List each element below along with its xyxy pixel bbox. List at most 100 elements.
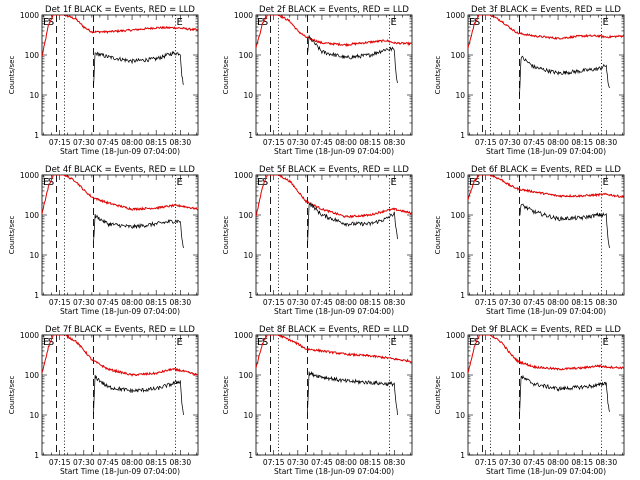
marker-e: E bbox=[602, 17, 608, 28]
marker-e: E bbox=[390, 337, 396, 348]
x-tick-label: 07:45 bbox=[311, 458, 333, 467]
y-tick-label: 1000 bbox=[234, 11, 253, 20]
marker-e: E bbox=[176, 177, 182, 188]
marker-e: E bbox=[43, 177, 49, 188]
y-tick-label: 10 bbox=[455, 411, 465, 420]
marker-e: E bbox=[176, 337, 182, 348]
x-tick-label: 08:30 bbox=[595, 298, 617, 307]
y-axis-label: Counts/sec bbox=[434, 216, 442, 255]
x-tick-label: 07:30 bbox=[287, 138, 309, 147]
marker-s: S bbox=[474, 337, 480, 348]
marker-e: E bbox=[257, 337, 263, 348]
y-tick-label: 1000 bbox=[234, 171, 253, 180]
y-tick-label: 1000 bbox=[20, 171, 39, 180]
panel-title: Det 1f BLACK = Events, RED = LLD bbox=[45, 5, 195, 15]
x-tick-label: 08:00 bbox=[547, 458, 569, 467]
series-lld bbox=[42, 15, 198, 57]
panel-title: Det 6f BLACK = Events, RED = LLD bbox=[471, 165, 621, 175]
y-tick-label: 10 bbox=[29, 411, 39, 420]
x-axis-label: Start Time (18-Jun-09 07:04:00) bbox=[486, 307, 606, 316]
x-tick-label: 07:15 bbox=[263, 138, 285, 147]
marker-s: S bbox=[262, 337, 268, 348]
marker-e: E bbox=[390, 17, 396, 28]
x-tick-label: 08:15 bbox=[145, 458, 167, 467]
x-tick-label: 08:30 bbox=[383, 298, 405, 307]
marker-s: S bbox=[474, 17, 480, 28]
x-tick-label: 07:30 bbox=[499, 138, 521, 147]
series-lld bbox=[468, 15, 624, 49]
y-tick-label: 100 bbox=[451, 51, 466, 60]
y-tick-label: 1 bbox=[460, 131, 465, 140]
x-tick-label: 08:15 bbox=[359, 458, 381, 467]
series-group bbox=[42, 15, 198, 87]
x-tick-label: 08:30 bbox=[169, 138, 191, 147]
series-events bbox=[307, 35, 398, 84]
x-tick-label: 07:45 bbox=[97, 298, 119, 307]
y-tick-label: 100 bbox=[239, 51, 254, 60]
series-lld bbox=[42, 335, 198, 377]
x-tick-label: 08:00 bbox=[121, 138, 143, 147]
x-tick-label: 07:15 bbox=[475, 458, 497, 467]
series-group bbox=[468, 335, 624, 416]
y-tick-label: 1000 bbox=[446, 331, 465, 340]
x-tick-label: 08:30 bbox=[383, 458, 405, 467]
panel-7: Det 7f BLACK = Events, RED = LLD 1 10 100 10… bbox=[8, 325, 199, 476]
x-tick-label: 07:45 bbox=[311, 298, 333, 307]
y-tick-label: 1000 bbox=[446, 11, 465, 20]
plot-frame bbox=[467, 334, 625, 456]
y-tick-label: 1000 bbox=[20, 11, 39, 20]
series-events bbox=[93, 214, 184, 249]
marker-e: E bbox=[602, 177, 608, 188]
x-tick-label: 07:15 bbox=[263, 298, 285, 307]
x-tick-label: 08:00 bbox=[335, 298, 357, 307]
panel-2: Det 2f BLACK = Events, RED = LLD 1 10 100 10… bbox=[222, 5, 413, 156]
marker-e: E bbox=[469, 177, 475, 188]
x-tick-label: 08:00 bbox=[335, 138, 357, 147]
marker-s: S bbox=[262, 177, 268, 188]
x-axis-label: Start Time (18-Jun-09 07:04:00) bbox=[274, 147, 394, 156]
series-group bbox=[42, 335, 198, 416]
plot-frame bbox=[41, 334, 199, 456]
x-tick-label: 07:30 bbox=[73, 138, 95, 147]
x-tick-label: 07:30 bbox=[73, 298, 95, 307]
series-group bbox=[256, 15, 412, 84]
x-tick-label: 08:15 bbox=[145, 298, 167, 307]
y-tick-label: 10 bbox=[243, 251, 253, 260]
x-tick-label: 07:45 bbox=[311, 138, 333, 147]
marker-e: E bbox=[257, 177, 263, 188]
y-tick-label: 100 bbox=[451, 211, 466, 220]
marker-e: E bbox=[43, 337, 49, 348]
series-lld bbox=[468, 335, 624, 374]
x-tick-label: 07:30 bbox=[73, 458, 95, 467]
y-axis-label: Counts/sec bbox=[8, 56, 16, 95]
x-axis-label: Start Time (18-Jun-09 07:04:00) bbox=[60, 467, 180, 476]
x-tick-label: 07:30 bbox=[287, 298, 309, 307]
x-tick-label: 08:15 bbox=[571, 138, 593, 147]
y-tick-label: 100 bbox=[25, 371, 40, 380]
plot-frame bbox=[41, 14, 199, 136]
x-axis-label: Start Time (18-Jun-09 07:04:00) bbox=[486, 467, 606, 476]
x-axis-label: Start Time (18-Jun-09 07:04:00) bbox=[486, 147, 606, 156]
x-axis-label: Start Time (18-Jun-09 07:04:00) bbox=[274, 467, 394, 476]
panel-8: Det 8f BLACK = Events, RED = LLD 1 10 100 10… bbox=[222, 325, 413, 476]
y-tick-label: 1 bbox=[34, 291, 39, 300]
series-group bbox=[42, 175, 198, 249]
marker-s: S bbox=[48, 337, 54, 348]
series-lld bbox=[42, 175, 198, 215]
y-tick-label: 1 bbox=[34, 131, 39, 140]
x-tick-label: 07:45 bbox=[97, 138, 119, 147]
panel-9: Det 9f BLACK = Events, RED = LLD 1 10 100 10… bbox=[434, 325, 625, 476]
y-axis-label: Counts/sec bbox=[222, 376, 230, 415]
panel-title: Det 4f BLACK = Events, RED = LLD bbox=[45, 165, 195, 175]
x-axis-label: Start Time (18-Jun-09 07:04:00) bbox=[274, 307, 394, 316]
x-tick-label: 07:30 bbox=[499, 458, 521, 467]
panel-5: Det 5f BLACK = Events, RED = LLD 1 10 100 10… bbox=[222, 165, 413, 316]
marker-s: S bbox=[48, 177, 54, 188]
x-tick-label: 07:45 bbox=[523, 298, 545, 307]
series-events bbox=[307, 370, 398, 416]
y-tick-label: 10 bbox=[455, 91, 465, 100]
panel-4: Det 4f BLACK = Events, RED = LLD 1 10 100 10… bbox=[8, 165, 199, 316]
y-tick-label: 1000 bbox=[446, 171, 465, 180]
series-lld bbox=[256, 335, 412, 369]
